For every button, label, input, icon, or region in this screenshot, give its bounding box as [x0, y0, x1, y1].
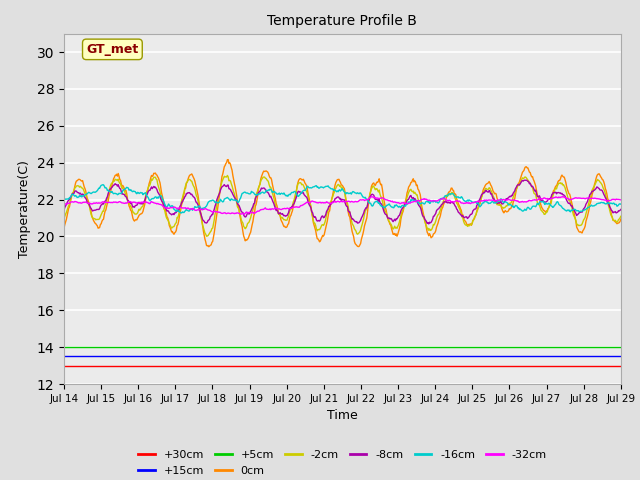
-32cm	[60, 202, 68, 207]
-2cm	[60, 216, 68, 222]
-2cm	[184, 178, 192, 183]
+5cm	[127, 344, 135, 350]
-8cm	[425, 221, 433, 227]
-32cm	[127, 200, 135, 205]
Line: -2cm: -2cm	[64, 176, 621, 236]
-16cm	[412, 197, 419, 203]
-2cm	[617, 214, 625, 219]
0cm	[412, 180, 419, 185]
-8cm	[617, 206, 625, 212]
Line: -16cm: -16cm	[64, 185, 621, 213]
-16cm	[128, 189, 136, 194]
-8cm	[184, 190, 192, 195]
Title: Temperature Profile B: Temperature Profile B	[268, 14, 417, 28]
Legend: +30cm, +15cm, +5cm, 0cm, -2cm, -8cm, -16cm, -32cm: +30cm, +15cm, +5cm, 0cm, -2cm, -8cm, -16…	[134, 445, 551, 480]
+30cm	[410, 363, 418, 369]
0cm	[617, 216, 625, 222]
-2cm	[214, 195, 222, 201]
+5cm	[214, 344, 221, 350]
+15cm	[617, 353, 625, 359]
-2cm	[428, 226, 436, 232]
+30cm	[127, 363, 135, 369]
-32cm	[617, 197, 625, 203]
0cm	[127, 208, 135, 214]
0cm	[225, 157, 232, 163]
-32cm	[70, 199, 78, 205]
-8cm	[410, 197, 418, 203]
-8cm	[428, 219, 435, 225]
X-axis label: Time: Time	[327, 409, 358, 422]
0cm	[184, 177, 192, 182]
0cm	[428, 234, 436, 240]
+30cm	[70, 363, 78, 369]
-16cm	[99, 182, 107, 188]
Line: -8cm: -8cm	[64, 180, 621, 224]
-32cm	[214, 209, 221, 215]
-16cm	[60, 196, 68, 202]
+15cm	[184, 353, 192, 359]
Text: GT_met: GT_met	[86, 43, 138, 56]
+30cm	[184, 363, 192, 369]
-8cm	[522, 177, 530, 183]
+15cm	[214, 353, 221, 359]
-32cm	[241, 211, 248, 217]
-32cm	[428, 198, 435, 204]
0cm	[205, 244, 212, 250]
+15cm	[410, 353, 418, 359]
-32cm	[559, 194, 566, 200]
+5cm	[410, 344, 418, 350]
-2cm	[223, 173, 231, 179]
0cm	[70, 187, 78, 193]
+30cm	[426, 363, 434, 369]
+30cm	[214, 363, 221, 369]
-2cm	[70, 188, 78, 193]
0cm	[60, 226, 68, 231]
-8cm	[60, 207, 68, 213]
+15cm	[60, 353, 68, 359]
-8cm	[214, 195, 221, 201]
-16cm	[617, 201, 625, 207]
+5cm	[184, 344, 192, 350]
-16cm	[215, 200, 223, 205]
-16cm	[428, 198, 436, 204]
-32cm	[184, 205, 192, 211]
+5cm	[617, 344, 625, 350]
-16cm	[178, 210, 186, 216]
-2cm	[127, 204, 135, 210]
-8cm	[127, 200, 135, 205]
Line: -32cm: -32cm	[64, 197, 621, 214]
+30cm	[617, 363, 625, 369]
-32cm	[411, 198, 419, 204]
+5cm	[60, 344, 68, 350]
0cm	[214, 202, 222, 208]
Line: 0cm: 0cm	[64, 160, 621, 247]
-16cm	[186, 208, 193, 214]
+30cm	[60, 363, 68, 369]
Y-axis label: Temperature(C): Temperature(C)	[18, 160, 31, 258]
-16cm	[70, 192, 78, 198]
+5cm	[426, 344, 434, 350]
+5cm	[70, 344, 78, 350]
-2cm	[203, 233, 211, 239]
+15cm	[426, 353, 434, 359]
+15cm	[127, 353, 135, 359]
-2cm	[412, 191, 419, 196]
-8cm	[70, 190, 78, 196]
+15cm	[70, 353, 78, 359]
